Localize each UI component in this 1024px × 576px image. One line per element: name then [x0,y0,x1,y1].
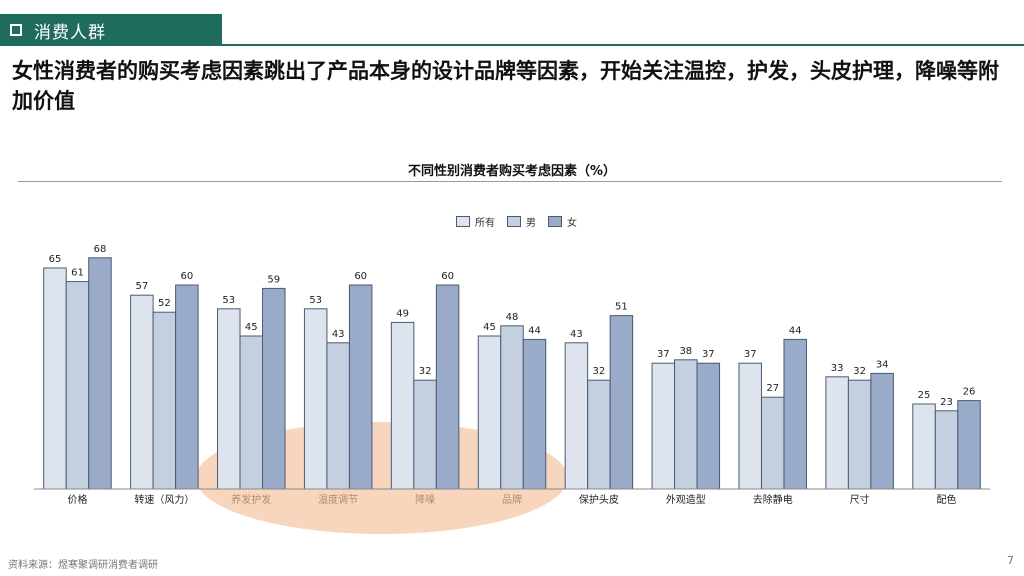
bar-chart: 65 61 68 价格 57 52 60 转速（风力） 53 45 59 养发护发 53 43 60 温度调节… [0,0,1024,576]
category-label-6: 保护头皮 [579,493,619,506]
bar-4-1 [414,380,437,489]
bar-0-1 [66,282,89,489]
data-label-7-0: 37 [657,349,670,360]
bar-10-0 [913,404,936,489]
bar-9-2 [871,373,894,489]
data-label-1-1: 52 [158,298,171,309]
bar-2-0 [218,309,241,489]
category-label-0: 价格 [67,493,87,506]
data-label-8-0: 37 [744,349,757,360]
bar-4-0 [391,322,414,489]
bar-7-2 [697,363,720,489]
bar-7-0 [652,363,675,489]
data-label-5-0: 45 [483,322,496,333]
data-label-6-0: 43 [570,329,583,340]
data-label-5-1: 48 [506,312,519,323]
page-number: 7 [1007,554,1014,567]
data-label-10-1: 23 [940,397,953,408]
data-label-8-2: 44 [789,325,802,336]
data-label-2-0: 53 [222,295,235,306]
data-label-7-2: 37 [702,349,715,360]
bar-6-2 [610,316,633,489]
data-label-9-2: 34 [876,359,889,370]
bar-1-0 [131,295,154,489]
bar-1-1 [153,312,176,489]
data-label-2-2: 59 [267,274,280,285]
bar-4-2 [436,285,459,489]
data-label-2-1: 45 [245,322,258,333]
data-label-6-1: 32 [593,366,606,377]
category-label-2: 养发护发 [231,493,271,506]
category-label-3: 温度调节 [318,493,358,506]
bar-10-2 [958,401,981,489]
bar-6-0 [565,343,588,489]
bar-7-1 [675,360,698,489]
bar-5-2 [523,339,546,489]
category-label-10: 配色 [937,493,957,506]
bar-3-2 [349,285,372,489]
data-label-1-2: 60 [180,271,193,282]
data-label-0-0: 65 [49,254,62,265]
bar-6-1 [588,380,611,489]
data-label-4-0: 49 [396,308,409,319]
bar-8-2 [784,339,807,489]
data-label-0-1: 61 [71,268,84,279]
bar-0-0 [44,268,67,489]
data-label-3-1: 43 [332,329,345,340]
data-label-7-1: 38 [679,346,692,357]
data-label-5-2: 44 [528,325,541,336]
bar-2-2 [263,288,286,489]
data-label-3-0: 53 [309,295,322,306]
data-label-8-1: 27 [766,383,779,394]
data-label-6-2: 51 [615,302,628,313]
bar-3-0 [304,309,327,489]
bar-9-0 [826,377,849,489]
bar-5-0 [478,336,501,489]
category-label-4: 降噪 [415,493,435,506]
data-label-10-2: 26 [963,387,976,398]
bar-0-2 [89,258,112,489]
data-label-9-0: 33 [831,363,844,374]
category-label-1: 转速（风力） [134,493,194,506]
data-label-9-1: 32 [853,366,866,377]
data-label-3-2: 60 [354,271,367,282]
data-label-1-0: 57 [135,281,148,292]
bar-2-1 [240,336,262,489]
bar-8-0 [739,363,762,489]
bar-10-1 [935,411,958,489]
data-label-10-0: 25 [918,390,931,401]
bar-9-1 [848,380,871,489]
bar-1-2 [176,285,199,489]
data-label-4-1: 32 [419,366,432,377]
data-label-4-2: 60 [441,271,454,282]
category-label-5: 品牌 [502,493,522,506]
category-label-8: 去除静电 [753,493,793,506]
category-label-9: 尺寸 [850,493,870,506]
bar-3-1 [327,343,350,489]
bar-8-1 [761,397,784,489]
data-label-0-2: 68 [94,244,107,255]
bar-5-1 [501,326,524,489]
category-label-7: 外观造型 [666,493,706,506]
source-note: 资料来源：煜寒聚调研消费者调研 [8,556,158,571]
